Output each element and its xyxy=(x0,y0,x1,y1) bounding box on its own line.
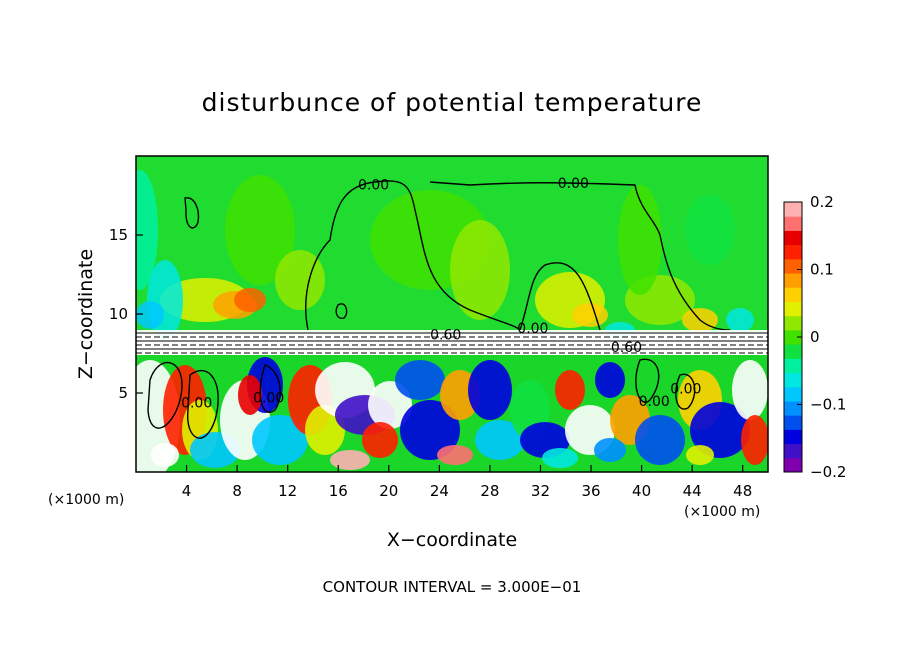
x-axis: 4 8 12 16 20 24 28 32 36 40 44 48 xyxy=(182,465,752,500)
y-tick-label: 10 xyxy=(109,305,128,323)
plot-area: 0.00 0.000.60 0.000.600.00 0.00 0.000.00 xyxy=(136,156,768,472)
y-tick-label: 5 xyxy=(118,384,128,402)
colorbar-swatch xyxy=(784,372,802,388)
x-unit-right: (×1000 m) xyxy=(684,504,760,520)
inversion-band xyxy=(136,330,768,354)
contour-labels: 0.00 0.000.60 0.000.600.00 0.00 0.000.00 xyxy=(181,176,701,412)
contour-label: 0.60 xyxy=(611,340,642,356)
x-tick-label: 44 xyxy=(683,482,702,500)
x-tick-label: 28 xyxy=(480,482,499,500)
contour-interval-note: CONTOUR INTERVAL = 3.000E−01 xyxy=(323,578,582,596)
x-tick-label: 48 xyxy=(733,482,752,500)
colorbar-swatch xyxy=(784,443,802,459)
x-tick-label: 12 xyxy=(278,482,297,500)
contour-label: 0.00 xyxy=(517,321,548,337)
upper-layer-anomalies xyxy=(136,170,754,340)
chart-title: disturbunce of potential temperature xyxy=(202,88,703,117)
colorbar-swatch xyxy=(784,329,802,345)
colorbar-swatch xyxy=(784,216,802,231)
colorbar-swatch xyxy=(784,230,802,246)
colorbar-tick-label: −0.1 xyxy=(810,396,846,414)
y-tick-label: 15 xyxy=(109,226,128,244)
colorbar-swatch xyxy=(784,358,802,374)
x-tick-label: 24 xyxy=(430,482,449,500)
x-tick-label: 36 xyxy=(581,482,600,500)
inversion-contour-lines xyxy=(136,332,768,354)
colorbar-tick-label: 0.2 xyxy=(810,193,834,211)
colorbar-swatch xyxy=(784,386,802,402)
colorbar-swatch xyxy=(784,202,802,217)
colorbar-tick-label: 0 xyxy=(810,328,820,346)
x-unit-left: (×1000 m) xyxy=(48,492,124,508)
x-axis-label: X−coordinate xyxy=(387,529,517,551)
x-tick-label: 40 xyxy=(632,482,651,500)
colorbar-swatch xyxy=(784,244,802,260)
contour-label: 0.00 xyxy=(558,176,589,192)
contour-label: 0.00 xyxy=(358,177,389,193)
x-tick-label: 4 xyxy=(182,482,192,500)
x-tick-label: 8 xyxy=(232,482,242,500)
colorbar: 0.2 0.1 0 −0.1 −0.2 xyxy=(783,193,846,481)
contour-label: 0.00 xyxy=(253,391,284,407)
contour-label: 0.00 xyxy=(181,395,212,411)
colorbar-swatch xyxy=(784,273,802,288)
contour-lines xyxy=(147,180,731,439)
y-axis: 5 10 15 xyxy=(109,226,143,402)
colorbar-swatch xyxy=(784,287,802,302)
contour-label: 0.00 xyxy=(670,381,701,397)
x-tick-label: 32 xyxy=(531,482,550,500)
colorbar-swatch xyxy=(784,301,802,317)
colorbar-swatch xyxy=(784,415,802,430)
contour-label: 0.60 xyxy=(430,328,461,344)
colorbar-swatch xyxy=(784,344,802,359)
y-axis-label: Z−coordinate xyxy=(75,249,97,379)
colorbar-tick-label: −0.2 xyxy=(810,463,846,481)
colorbar-swatch xyxy=(784,258,802,274)
colorbar-swatch xyxy=(784,457,802,473)
lower-layer-anomalies xyxy=(136,357,768,472)
x-tick-label: 20 xyxy=(379,482,398,500)
contour-label: 0.00 xyxy=(639,394,670,410)
colorbar-swatch xyxy=(784,429,802,445)
colorbar-tick-label: 0.1 xyxy=(810,261,834,279)
colorbar-swatch xyxy=(784,315,802,331)
x-tick-label: 16 xyxy=(329,482,348,500)
colorbar-swatch xyxy=(784,400,802,416)
